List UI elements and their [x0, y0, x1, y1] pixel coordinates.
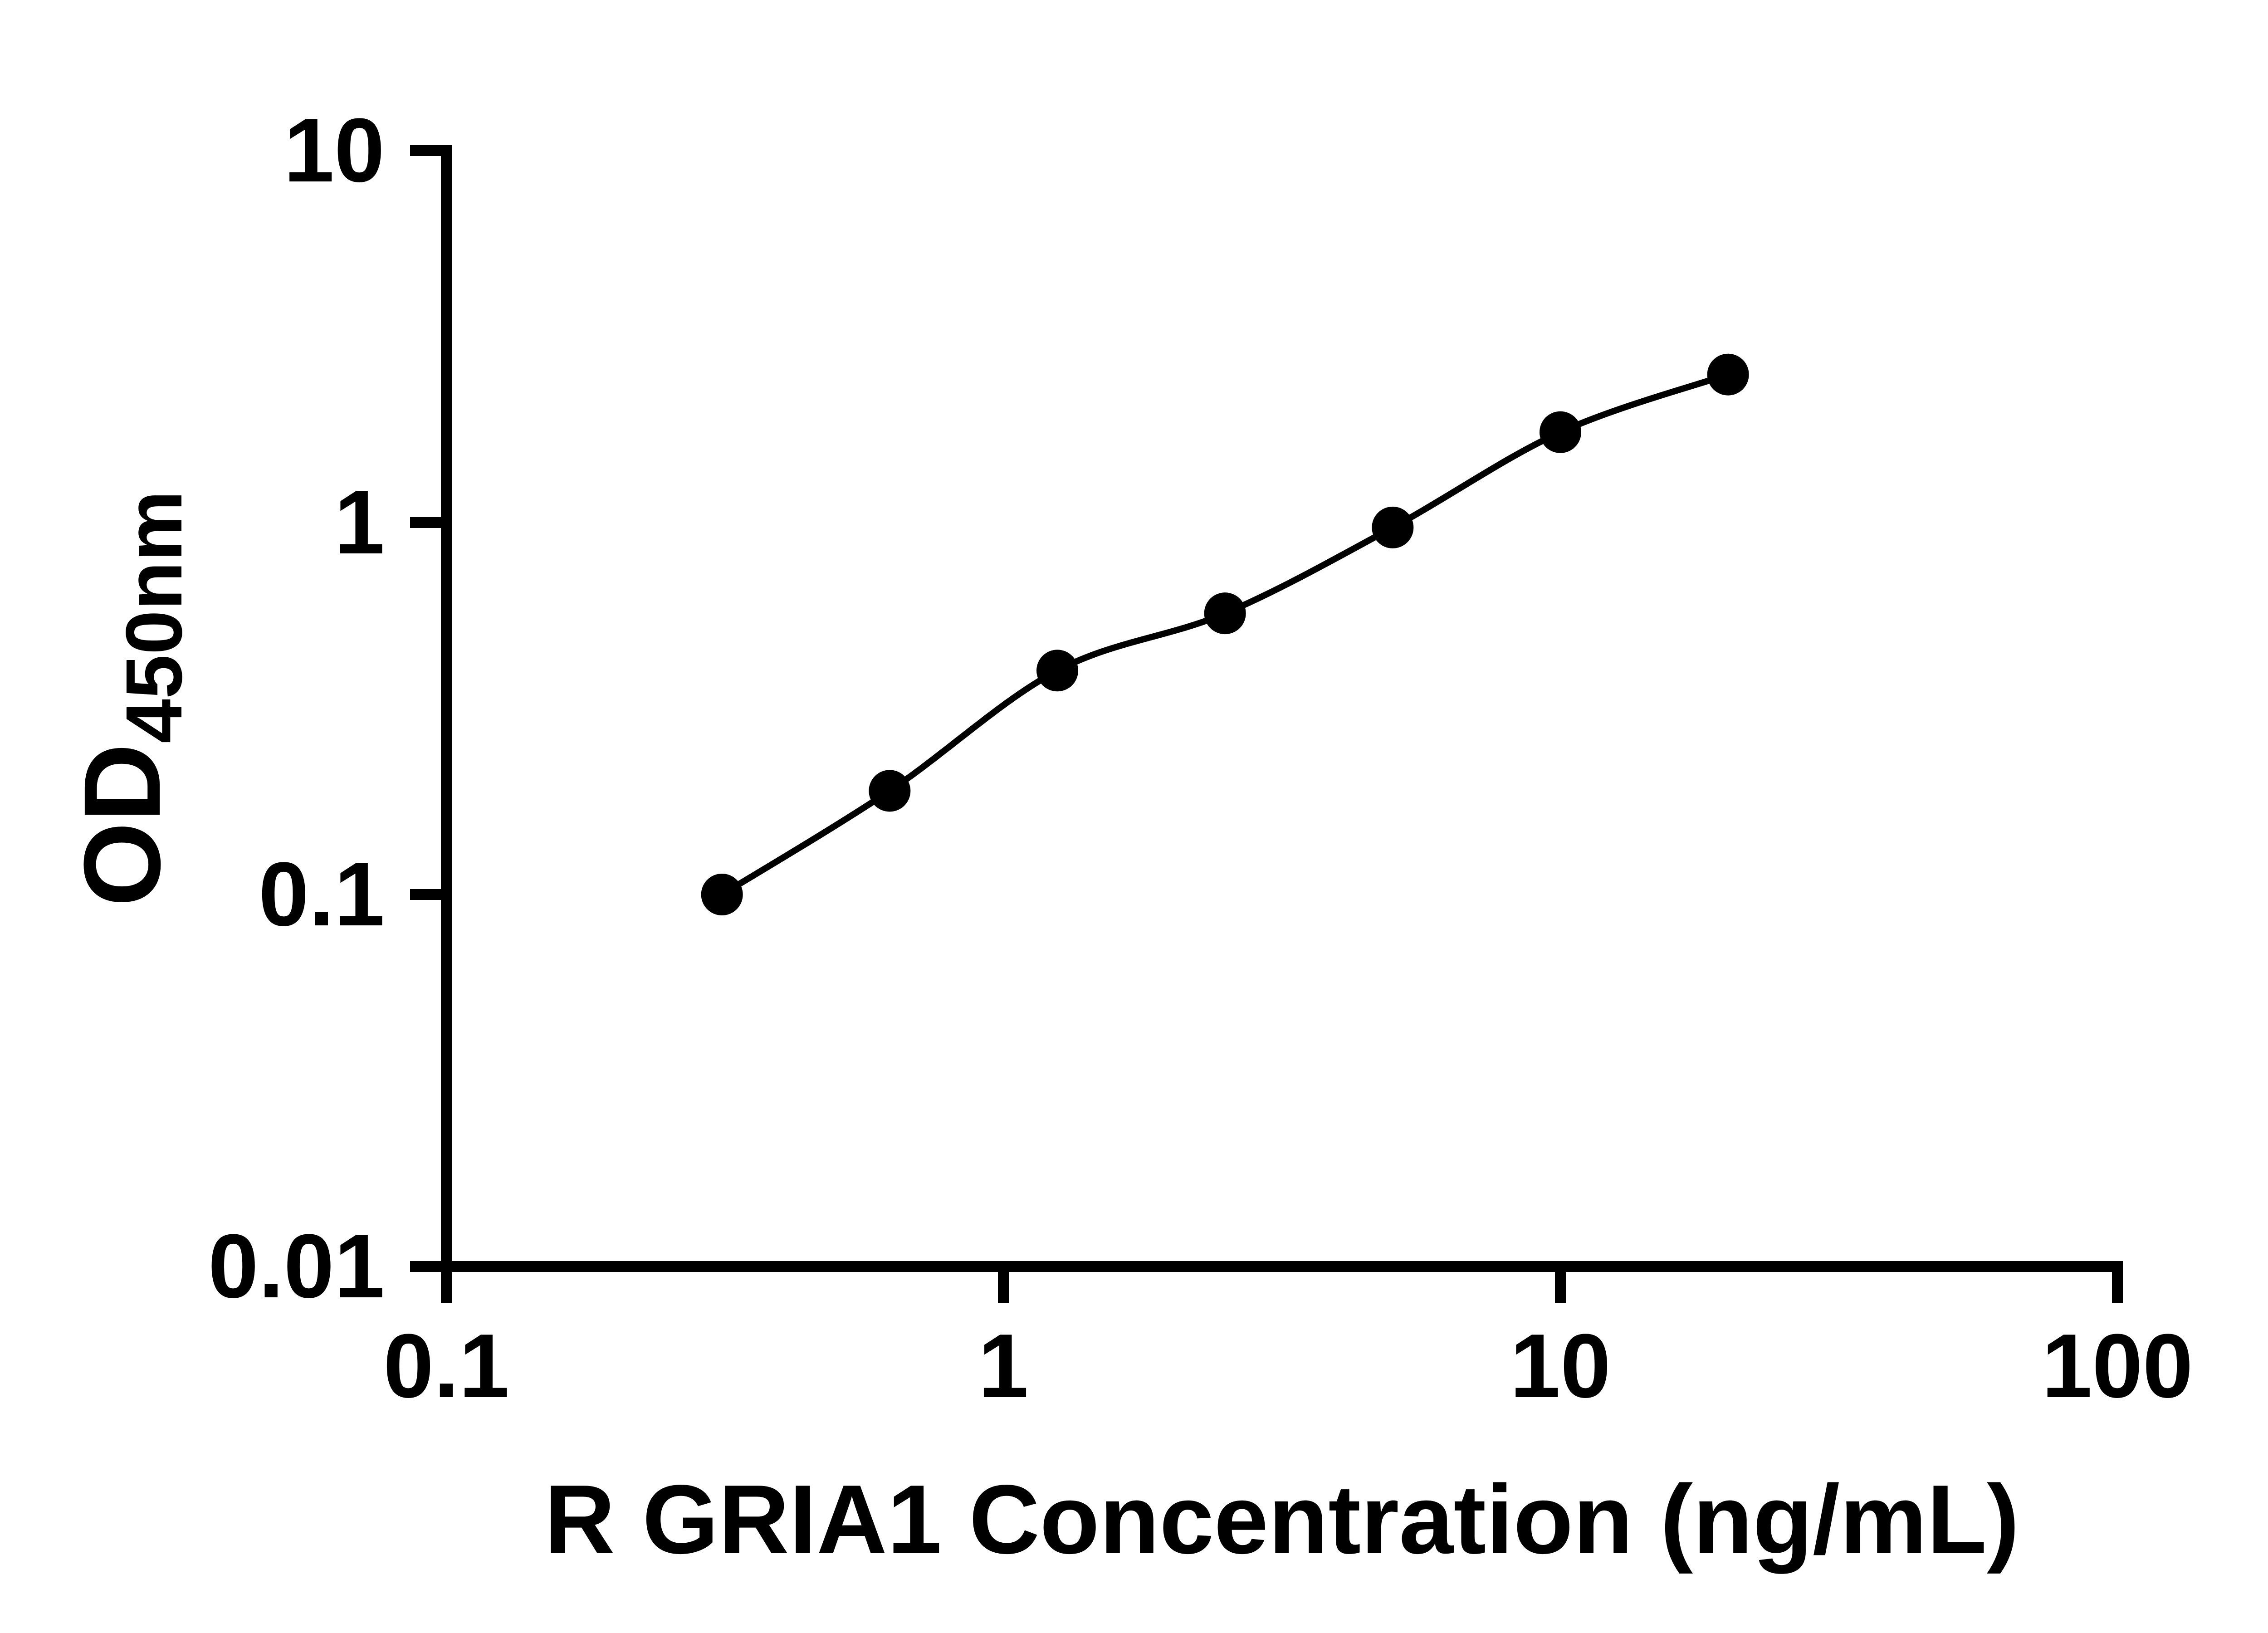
axes: [441, 145, 2123, 1272]
x-tick-label: 100: [2042, 1315, 2193, 1417]
data-point: [1372, 506, 1414, 548]
y-tick-label: 10: [284, 100, 385, 201]
y-tick-label: 1: [334, 472, 385, 573]
x-axis-title: R GRIA1 Concentration (ng/mL): [544, 1464, 2019, 1574]
x-tick-label: 1: [978, 1315, 1028, 1417]
data-point: [1204, 592, 1246, 635]
y-tick-label: 0.01: [208, 1216, 385, 1317]
data-point: [701, 874, 743, 915]
x-tick-label: 10: [1510, 1315, 1611, 1417]
y-tick-label: 0.1: [259, 844, 385, 945]
fit-curve: [720, 372, 1729, 897]
data-point: [869, 770, 911, 812]
data-point: [1540, 411, 1581, 453]
y-axis-title: OD450nm: [61, 490, 199, 907]
x-tick-label: 0.1: [383, 1315, 509, 1417]
data-point: [1707, 353, 1749, 396]
data-point: [1036, 650, 1079, 692]
